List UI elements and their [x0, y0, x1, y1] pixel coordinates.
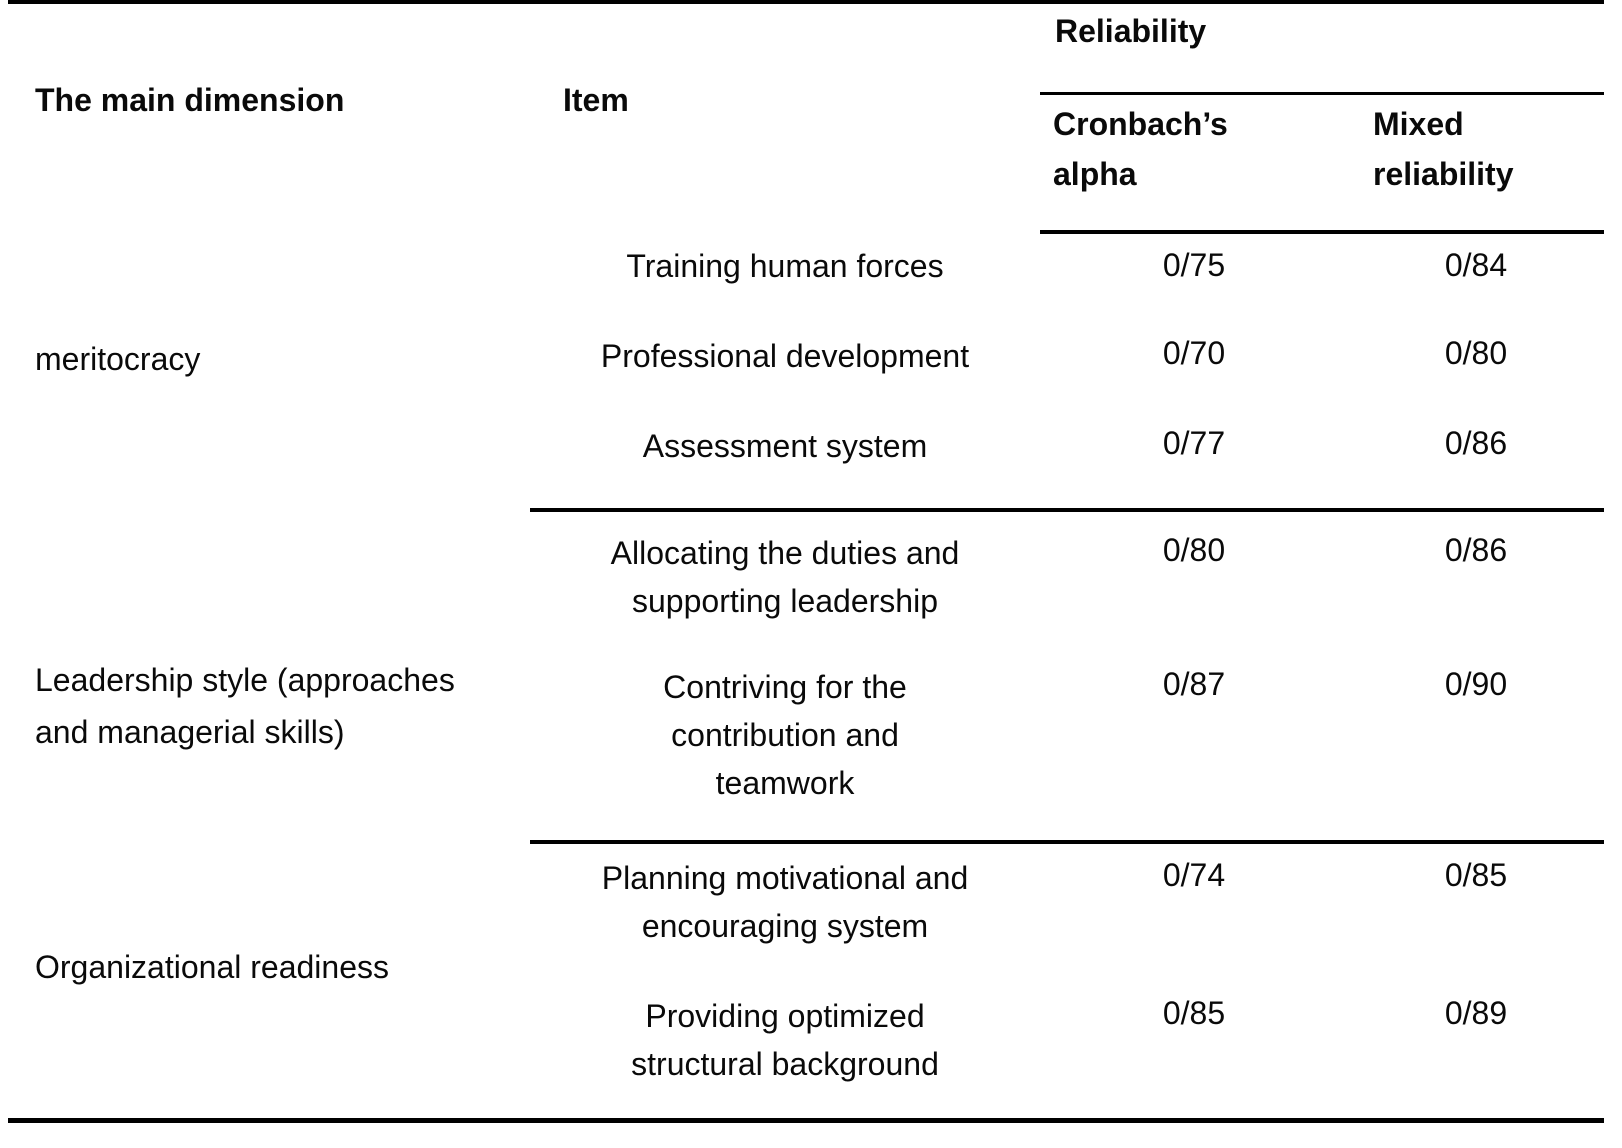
header-mixed-reliability-label: Mixed reliability — [1373, 105, 1514, 192]
header-cronbachs-alpha: Cronbach’s alpha — [1040, 93, 1348, 234]
dimension-cell-organizational-readiness: Organizational readiness — [35, 949, 389, 986]
cronbach-value-cell: 0/70 — [1162, 335, 1226, 371]
item-cell: Allocating the duties and supporting lea… — [530, 510, 1040, 658]
item-label: Providing optimized structural backgroun… — [631, 998, 939, 1082]
header-main-dimension: The main dimension — [35, 81, 345, 118]
mixed-value-cell: 0/80 — [1444, 335, 1508, 371]
item-label: Contriving for the contribution and team… — [663, 669, 907, 801]
dimension-label: Leadership style (approaches and manager… — [35, 661, 455, 750]
table-row: meritocracy Training human forces 0/75 0… — [8, 232, 1604, 377]
table-row: Professional development 0/70 0/80 — [8, 322, 1604, 412]
table-row: Leadership style (approaches and manager… — [8, 510, 1604, 750]
item-label: Allocating the duties and supporting lea… — [610, 535, 960, 619]
dimension-cell-meritocracy: meritocracy — [35, 340, 201, 377]
mixed-value-cell: 0/86 — [1348, 412, 1604, 512]
cronbach-value-cell: 0/85 — [1162, 995, 1226, 1031]
table-row: Organizational readiness Planning motiva… — [8, 842, 1604, 990]
item-cell: Assessment system — [530, 412, 1040, 512]
table-row: Assessment system 0/77 0/86 — [8, 412, 1604, 512]
cronbach-value-cell: 0/80 — [1162, 532, 1226, 568]
cronbach-value-cell: 0/74 — [1162, 857, 1226, 893]
header-row-1: The main dimension Item Reliability — [8, 2, 1604, 118]
header-reliability-group: Reliability — [1040, 2, 1604, 95]
mixed-value-cell: 0/84 — [1444, 247, 1508, 283]
item-cell: Training human forces — [626, 248, 944, 284]
mixed-value-cell: 0/85 — [1444, 857, 1508, 893]
header-mixed-reliability: Mixed reliability — [1348, 93, 1604, 234]
mixed-value-cell: 0/90 — [1348, 658, 1604, 844]
cronbach-value-cell: 0/75 — [1162, 247, 1226, 283]
item-cell: Contriving for the contribution and team… — [530, 658, 1040, 844]
item-label: Planning motivational and encouraging sy… — [601, 860, 969, 944]
mixed-value-cell: 0/86 — [1444, 532, 1508, 568]
reliability-table: The main dimension Item Reliability Cron… — [8, 0, 1604, 1123]
table-row: Contriving for the contribution and team… — [8, 658, 1604, 844]
mixed-value-cell: 0/89 — [1444, 995, 1508, 1031]
cronbach-value-cell: 0/77 — [1040, 412, 1348, 512]
item-cell: Providing optimized structural backgroun… — [530, 990, 1040, 1120]
header-item: Item — [563, 81, 629, 118]
header-row-2: Cronbach’s alpha Mixed reliability — [8, 93, 1604, 234]
dimension-cell-leadership-style: Leadership style (approaches and manager… — [8, 510, 530, 842]
table-row: Providing optimized structural backgroun… — [8, 990, 1604, 1120]
header-cronbachs-alpha-label: Cronbach’s alpha — [1053, 105, 1228, 192]
item-cell: Professional development — [600, 338, 970, 374]
item-cell: Planning motivational and encouraging sy… — [530, 842, 1040, 990]
cronbach-value-cell: 0/87 — [1040, 658, 1348, 844]
